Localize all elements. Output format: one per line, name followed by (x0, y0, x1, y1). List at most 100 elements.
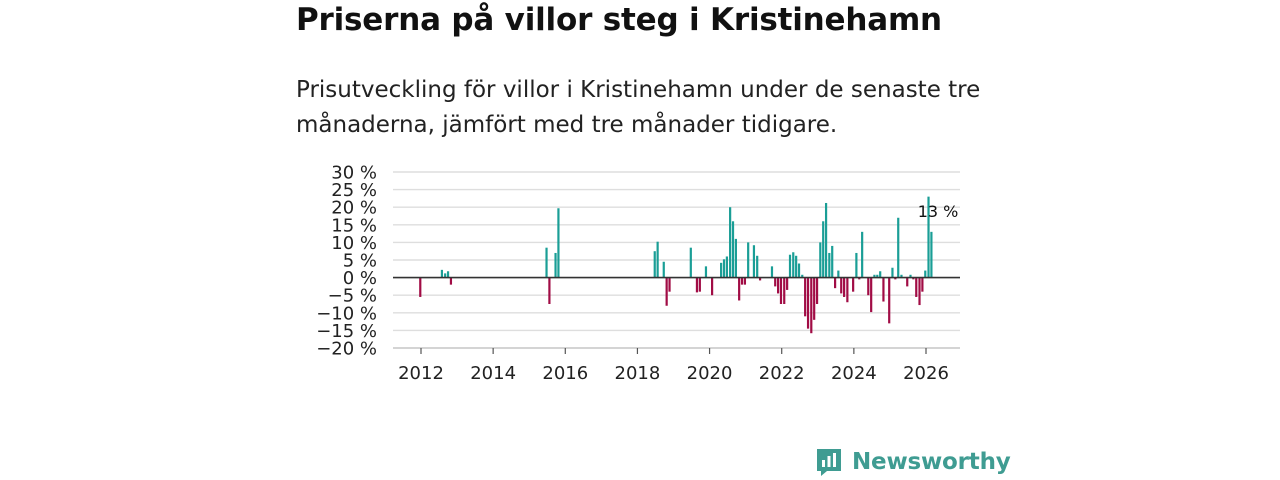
y-tick-label: 0 % (343, 268, 377, 289)
bar (891, 267, 894, 278)
bar (894, 277, 897, 280)
bar (855, 252, 858, 278)
y-tick-label: 20 % (331, 198, 377, 219)
bar (722, 259, 726, 278)
bar (770, 266, 774, 278)
bar (861, 231, 864, 278)
bar (831, 245, 834, 278)
bar (797, 263, 801, 278)
bar (837, 270, 840, 278)
bar (822, 221, 825, 278)
bar (725, 256, 728, 278)
bar (689, 247, 692, 278)
bar (909, 274, 912, 278)
bar (756, 255, 759, 278)
bar (828, 252, 831, 278)
bar (653, 251, 656, 278)
bar (882, 277, 885, 302)
bar (867, 277, 870, 296)
y-tick-label: −5 % (328, 286, 377, 307)
bar (930, 231, 933, 278)
bar (738, 277, 741, 301)
bar (446, 271, 450, 278)
bar (870, 277, 873, 313)
bar (449, 277, 453, 285)
bar (734, 238, 737, 278)
bar (906, 277, 909, 287)
y-tick-label: 15 % (331, 215, 377, 236)
bar (846, 277, 849, 303)
newsworthy-logo-icon (817, 449, 841, 476)
y-tick-label: 30 % (331, 163, 377, 184)
page-title: Priserna på villor steg i Kristinehamn (296, 2, 942, 38)
bar (888, 277, 891, 324)
bar (786, 277, 789, 290)
bar (806, 277, 810, 329)
bar (852, 277, 855, 292)
bar (824, 202, 828, 278)
bar (813, 277, 816, 320)
bar (783, 277, 786, 304)
bar (815, 277, 819, 304)
bar (720, 262, 723, 278)
x-tick-label: 2022 (759, 363, 805, 384)
bar (419, 277, 422, 297)
last-value-label: 13 % (918, 202, 959, 221)
bar (695, 277, 699, 293)
bars (419, 196, 933, 334)
bar (900, 274, 903, 278)
bar (665, 277, 668, 306)
bar (752, 245, 756, 278)
bar (792, 252, 795, 278)
bar (840, 277, 843, 294)
bar (548, 277, 551, 304)
bar (788, 254, 792, 278)
bar (711, 277, 714, 296)
bar (912, 277, 915, 280)
bar (819, 242, 822, 278)
bar (743, 277, 747, 285)
page-subtitle: Prisutveckling för villor i Kristinehamn… (296, 77, 981, 138)
x-tick-label: 2018 (615, 363, 661, 384)
y-tick-label: 5 % (343, 251, 377, 272)
y-tick-label: −20 % (316, 339, 377, 360)
bar (927, 196, 930, 278)
bar (915, 277, 918, 297)
x-tick-label: 2026 (903, 363, 949, 384)
bar (777, 277, 780, 294)
bar (662, 261, 665, 278)
bar (668, 277, 671, 292)
bar (843, 277, 846, 297)
bar (834, 277, 837, 289)
bar (704, 266, 708, 278)
y-tick-label: 10 % (331, 233, 377, 254)
bar (554, 252, 557, 278)
bar (774, 277, 777, 287)
gridlines (393, 171, 960, 349)
bar (557, 208, 560, 278)
bar (779, 277, 783, 304)
bar (795, 255, 798, 278)
x-tick-label: 2014 (470, 363, 516, 384)
bar (897, 217, 900, 278)
y-tick-label: 25 % (331, 180, 377, 201)
bar (444, 273, 447, 278)
x-tick-label: 2016 (542, 363, 588, 384)
bar (747, 242, 750, 278)
x-axis: 2012 2014 2016 2018 2020 2022 2024 2026 (393, 347, 960, 384)
y-axis-labels: −20 %−15 %−10 %−5 %0 %5 %10 %15 %20 %25 … (316, 163, 377, 360)
bar (804, 277, 807, 317)
bar (758, 277, 762, 281)
bar (729, 207, 732, 278)
x-tick-label: 2024 (831, 363, 877, 384)
bar (656, 241, 659, 278)
bar (876, 274, 879, 278)
bar (924, 270, 927, 278)
bar (810, 277, 813, 334)
bar (440, 269, 444, 278)
bar (731, 221, 735, 278)
bar (921, 277, 924, 292)
brand-name: Newsworthy (852, 449, 1011, 475)
bar (698, 277, 701, 292)
